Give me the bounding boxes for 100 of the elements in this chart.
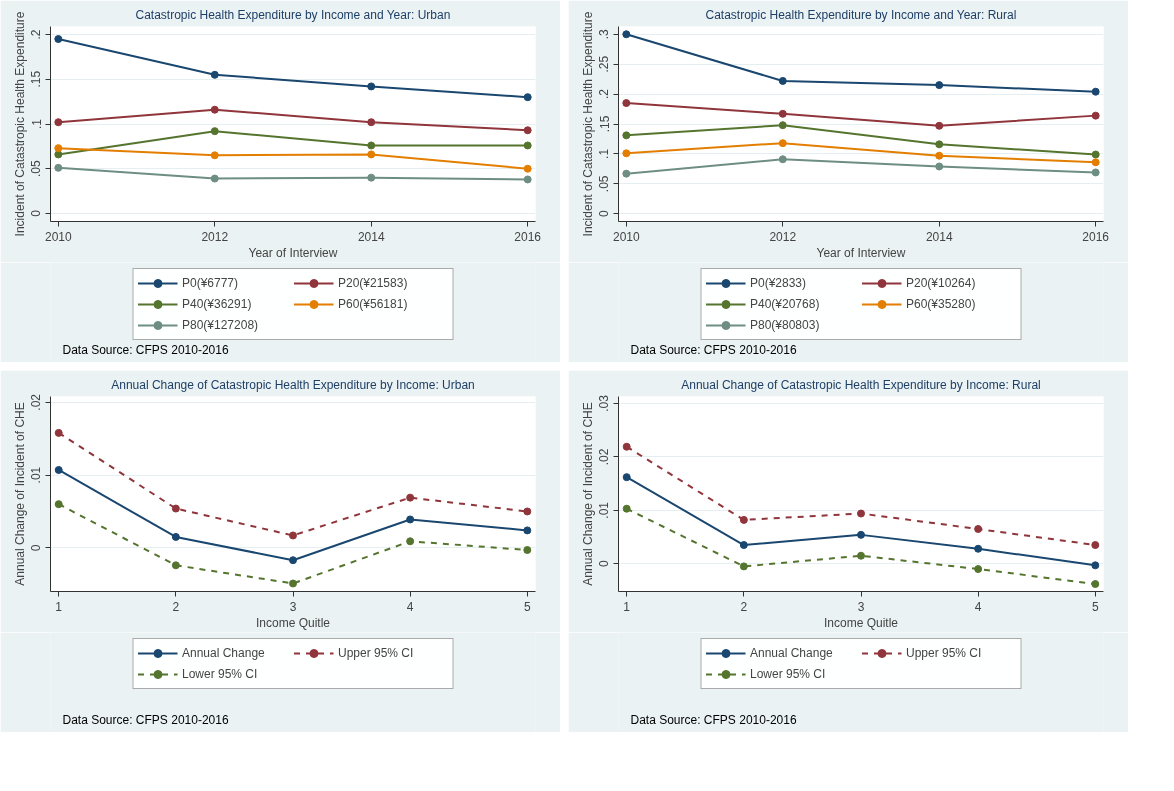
point [778, 121, 787, 130]
point [1091, 111, 1100, 120]
point [974, 565, 983, 574]
point [171, 561, 180, 570]
y-tick-label: .03 [597, 394, 612, 412]
source-note: Data Source: CFPS 2010-2016 [630, 712, 797, 727]
point [171, 504, 180, 513]
legend-label: P80(¥127208) [182, 318, 260, 332]
point [622, 169, 631, 178]
point [54, 144, 63, 153]
y-axis-title: Incident of Catastropic Health Expenditure [580, 11, 595, 237]
point [367, 118, 376, 127]
legend-label: P20(¥21583) [338, 276, 409, 290]
point [935, 121, 944, 130]
y-tick-label: .1 [597, 148, 612, 159]
point [54, 428, 63, 437]
y-tick-label: .25 [597, 55, 612, 73]
point [210, 151, 219, 160]
x-axis-title: Income Quitle [823, 615, 899, 630]
point [935, 151, 944, 160]
point [210, 105, 219, 114]
legend-label: Annual Change [750, 646, 834, 660]
point [367, 173, 376, 182]
y-tick-label: 0 [29, 544, 44, 552]
x-tick-label: 5 [523, 599, 531, 614]
point [289, 531, 297, 540]
point [778, 76, 787, 85]
point [935, 140, 944, 149]
point [523, 507, 532, 516]
point [857, 509, 865, 518]
point [210, 174, 219, 183]
point [523, 93, 532, 102]
legend-label: P60(¥35280) [906, 297, 977, 311]
point [739, 562, 748, 571]
point [54, 500, 63, 509]
x-tick-label: 2016 [1082, 229, 1110, 244]
y-tick-label: .3 [597, 28, 612, 40]
y-tick-label: .15 [29, 70, 44, 88]
point [210, 70, 219, 79]
point [289, 579, 297, 588]
point [1091, 168, 1100, 177]
point [54, 150, 63, 159]
x-tick-label: 4 [974, 599, 982, 614]
x-tick-label: 5 [1091, 599, 1099, 614]
point [935, 81, 944, 90]
source-note: Data Source: CFPS 2010-2016 [62, 712, 229, 727]
point [622, 504, 631, 513]
x-tick-label: 2012 [769, 229, 797, 244]
point [54, 163, 63, 172]
point [974, 544, 983, 553]
chart-title: Catastropic Health Expenditure by Income and Year: Rural [705, 7, 1017, 22]
legend-label: Upper 95% CI [338, 646, 415, 660]
x-tick-label: 2 [172, 599, 180, 614]
x-tick-label: 2016 [514, 229, 542, 244]
x-tick-label: 4 [406, 599, 414, 614]
point [857, 551, 865, 560]
point [739, 515, 748, 524]
y-tick-label: 0 [597, 560, 612, 568]
point [367, 82, 376, 91]
legend-label: P80(¥80803) [750, 318, 821, 332]
point [778, 155, 787, 164]
y-axis-title: Annual Change of Incident of CHE [12, 402, 27, 586]
point [523, 526, 532, 535]
point [622, 30, 631, 39]
x-axis-title: Income Quitle [255, 615, 331, 630]
legend-label: P0(¥6777) [182, 276, 240, 290]
point [1091, 541, 1100, 550]
legend-label: P40(¥20768) [750, 297, 821, 311]
point [935, 162, 944, 171]
legend-label: P60(¥56181) [338, 297, 409, 311]
point [739, 541, 748, 550]
point [778, 139, 787, 148]
point [1091, 87, 1100, 96]
point [406, 515, 415, 524]
y-tick-label: .01 [597, 501, 612, 519]
x-tick-label: 2014 [357, 229, 385, 244]
point [406, 537, 415, 546]
point [622, 442, 631, 451]
chart-title: Annual Change of Catastropic Health Expenditure by Income: Rural [681, 377, 1041, 392]
y-tick-label: .02 [597, 448, 612, 466]
point [622, 99, 631, 108]
legend-label: P0(¥2833) [750, 276, 808, 290]
legend-label: P40(¥36291) [182, 297, 253, 311]
point [523, 164, 532, 173]
point [367, 141, 376, 150]
point [974, 525, 983, 533]
chart-title: Annual Change of Catastropic Health Expenditure by Income: Urban [111, 377, 475, 392]
point [54, 466, 63, 474]
y-tick-label: .05 [29, 160, 44, 178]
y-axis-title: Annual Change of Incident of CHE [580, 402, 595, 586]
y-tick-label: .02 [29, 393, 44, 411]
x-tick-label: 2012 [201, 229, 229, 244]
x-tick-label: 2010 [612, 229, 640, 244]
point [778, 109, 787, 118]
point [622, 149, 631, 158]
x-tick-label: 3 [857, 599, 865, 614]
point [857, 530, 865, 539]
y-tick-label: .05 [597, 175, 612, 193]
y-tick-label: .15 [597, 115, 612, 133]
y-axis-title: Incident of Catastropic Health Expenditure [12, 11, 27, 237]
